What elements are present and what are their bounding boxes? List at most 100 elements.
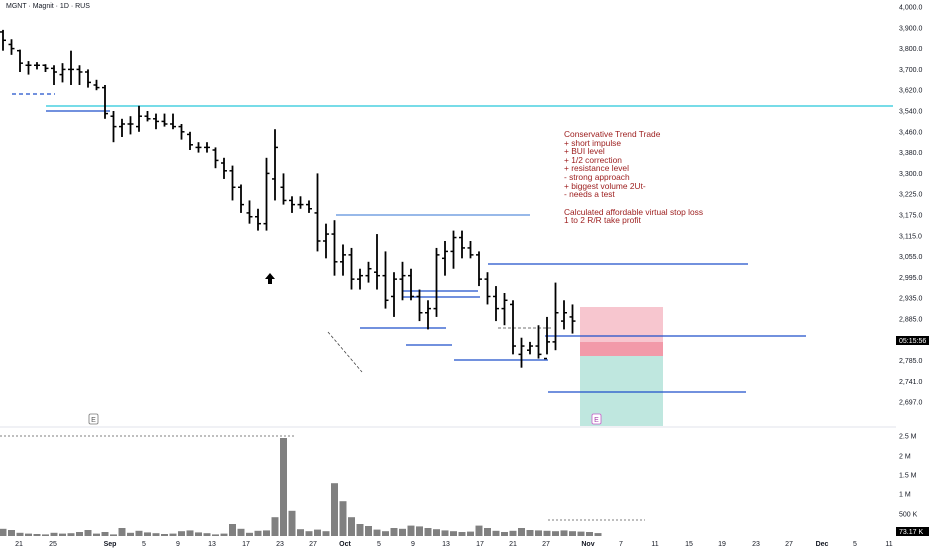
level-lines [12,93,893,393]
volume-bar [526,530,534,536]
x-tick-label: 19 [718,541,726,548]
volume-bar [382,531,389,536]
x-tick-label: 11 [651,541,658,548]
volume-bar [25,533,32,536]
volume-bar [492,530,500,536]
volume-bar [169,533,177,536]
x-tick-label: 15 [685,541,693,548]
x-tick-label: 17 [242,541,250,548]
price-tick-label: 3,620.0 [899,88,922,95]
current-price-timer: 05:15:56 [899,338,926,345]
volume-bar [433,529,440,536]
x-tick-label: 27 [542,541,550,548]
price-tick-label: 3,225.0 [899,192,922,199]
volume-bar [586,532,593,536]
note-line: Calculated affordable virtual stop loss [564,206,704,217]
price-tick-label: 2,697.0 [899,400,922,407]
volume-bar [407,525,415,536]
x-tick-label: 23 [276,541,284,548]
volume-bar [280,438,287,536]
x-tick-label: 11 [885,541,892,548]
note-line: Conservative Trend Trade [564,129,661,139]
x-tick-label: 7 [619,541,623,548]
up-arrow-icon [265,273,275,284]
x-tick-label: 27 [309,541,317,548]
volume-bar [16,532,24,536]
price-tick-label: 2,935.0 [899,296,922,303]
volume-tick-label: 2 M [899,454,911,461]
volume-bar [237,528,245,536]
stop-loss-zone-core [580,342,663,356]
axes: 4,000.0 3,900.0 3,800.0 3,700.0 3,620.0 3,540… [0,5,929,548]
volume-bar [390,528,398,536]
volume-bar [127,532,134,536]
volume-bar [195,532,202,536]
earnings-badge-label: E [594,417,599,424]
price-tick-label: 3,380.0 [899,150,922,157]
volume-bar [399,528,406,536]
volume-bar [569,531,576,536]
price-tick-label: 3,115.0 [899,233,922,240]
volume-bar [101,532,109,536]
symbol-title: MGNT · Magnit · 1D · RUS [6,3,90,10]
x-tick-label: 21 [15,541,23,548]
volume-bar [577,531,585,536]
volume-bar [144,532,151,536]
x-tick-label: 13 [208,541,216,548]
x-tick-label: 9 [176,541,180,548]
price-tick-label: 2,785.0 [899,358,922,365]
price-tick-label: 3,460.0 [899,129,922,136]
volume-bar [161,534,168,536]
note-line: + biggest volume 2Ut- [564,180,646,191]
volume-bar [543,530,551,536]
volume-bar [212,534,219,536]
note-line: + BUI level [564,146,605,157]
current-volume-label: 73.17 K [899,529,923,536]
dashed-projection-arrow [327,331,363,373]
note-line: - strong approach [564,171,630,182]
volume-bar [450,531,457,536]
x-tick-label: 25 [49,541,57,548]
x-tick-label: 23 [752,541,760,548]
earnings-badge-label: E [91,417,96,424]
price-tick-label: 3,175.0 [899,213,922,220]
volume-bar [458,532,466,536]
note-line: 1 to 2 R/R take profit [564,215,641,226]
volume-bar [33,534,41,536]
volume-bar [135,530,143,536]
price-tick-label: 2,741.0 [899,379,922,386]
volume-tick-label: 1.5 M [899,473,917,480]
volume-bar [297,529,304,536]
price-tick-label: 2,995.0 [899,275,922,282]
volume-bar [322,531,330,536]
volume-bar [271,517,279,536]
price-tick-label: 4,000.0 [899,5,922,12]
volume-bar [110,534,117,536]
x-tick-label: Sep [104,541,117,548]
price-tick-label: 3,800.0 [899,46,922,53]
volume-bar [339,501,347,536]
price-tick-label: 3,055.0 [899,254,922,261]
volume-bar [509,530,517,536]
volume-bar [501,532,508,536]
volume-bar [229,524,236,536]
trade-zones [580,307,663,426]
x-tick-label: 13 [442,541,450,548]
note-line: + 1/2 correction [564,154,622,165]
x-tick-label: 9 [411,541,415,548]
volume-tick-label: 500 K [899,512,918,519]
volume-bar [594,533,602,536]
volume-bar [67,533,75,536]
price-tick-label: 3,300.0 [899,171,922,178]
earnings-badge [591,413,602,425]
x-tick-label: 21 [509,541,517,548]
volume-bar [416,526,423,536]
price-tick-label: 3,900.0 [899,25,922,32]
volume-bar [203,533,211,536]
volume-bar [348,517,355,536]
note-line: + resistance level [564,163,629,174]
note-line: - needs a test [564,189,615,200]
